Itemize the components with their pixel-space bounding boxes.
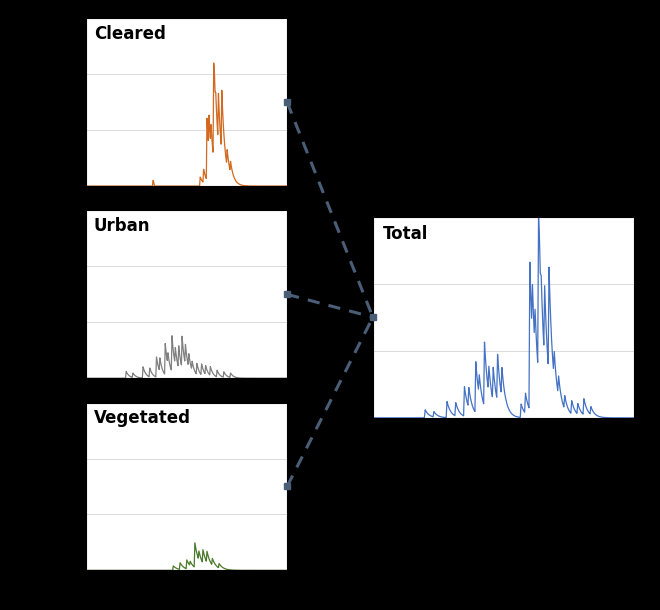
X-axis label: Time: Time: [488, 419, 519, 432]
X-axis label: Time: Time: [171, 572, 202, 585]
Y-axis label: Runoff (ML/day): Runoff (ML/day): [43, 52, 55, 152]
Y-axis label: Runoff (ML/day): Runoff (ML/day): [43, 245, 55, 344]
Y-axis label: Runoff (ML/day): Runoff (ML/day): [330, 267, 343, 367]
Text: Urban: Urban: [94, 217, 150, 235]
Y-axis label: Runoff (ML/day): Runoff (ML/day): [43, 437, 55, 536]
Text: Vegetated: Vegetated: [94, 409, 191, 428]
Text: Total: Total: [383, 224, 429, 243]
Text: Cleared: Cleared: [94, 25, 166, 43]
X-axis label: Time: Time: [171, 379, 202, 393]
X-axis label: Time: Time: [171, 187, 202, 201]
